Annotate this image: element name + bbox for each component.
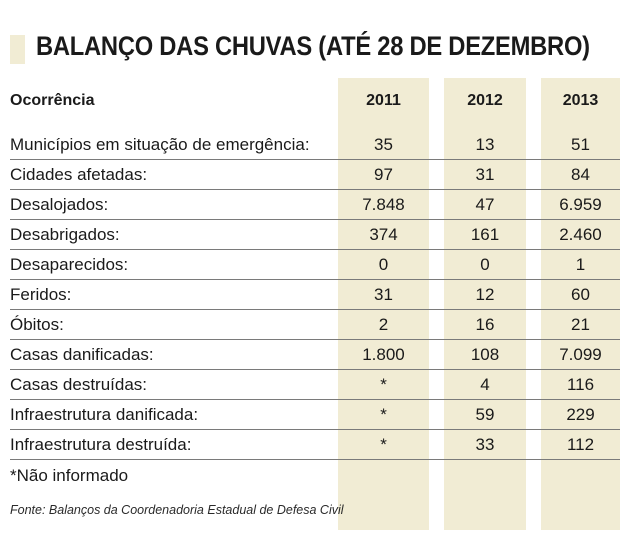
row-label: Casas danificadas: [10,345,154,364]
value-2013: 51 [571,135,590,154]
row-label: Infraestrutura destruída: [10,435,192,454]
source-credit: Fonte: Balanços da Coordenadoria Estadua… [10,503,344,517]
row-divider [10,219,620,220]
row-divider [10,369,620,370]
row-divider [10,189,620,190]
row-label: Desalojados: [10,195,109,214]
table-row: Desabrigados: 374 161 2.460 [10,221,620,251]
value-2012: 12 [475,285,495,304]
table-row: Casas destruídas: * 4 116 [10,371,620,401]
value-2011: 1.800 [362,345,405,364]
row-divider [10,459,620,460]
row-label: Desabrigados: [10,225,120,244]
value-2011: 35 [374,135,393,154]
table-row: Infraestrutura destruída: * 33 112 [10,431,620,461]
value-2013: 60 [571,285,590,304]
value-2012: 108 [470,345,500,364]
value-2012: 13 [475,135,495,154]
column-band-2011 [338,78,429,530]
table-row: Cidades afetadas: 97 31 84 [10,161,620,191]
row-divider [10,279,620,280]
value-2011: 2 [378,315,389,334]
header-year-2011: 2011 [366,92,401,109]
value-2011: 374 [369,225,398,244]
table-header: Ocorrência 2011 2012 2013 [10,92,620,112]
column-band-2012 [444,78,526,530]
table-row: Desalojados: 7.848 47 6.959 [10,191,620,221]
table-row: Casas danificadas: 1.800 108 7.099 [10,341,620,371]
page-title: BALANÇO DAS CHUVAS (ATÉ 28 DE DEZEMBRO) [36,31,590,61]
header-year-2013: 2013 [562,92,599,109]
value-2013: 2.460 [559,225,602,244]
value-2013: 84 [571,165,590,184]
value-2013: 229 [566,405,595,424]
value-2011: * [380,375,387,394]
row-divider [10,339,620,340]
row-divider [10,399,620,400]
table-body: Municípios em situação de emergência: 35 1… [10,131,620,461]
value-2012: 161 [470,225,500,244]
table-row: Municípios em situação de emergência: 35 1… [10,131,620,161]
table-row: Feridos: 31 12 60 [10,281,620,311]
row-divider [10,309,620,310]
table-row: Infraestrutura danificada: * 59 229 [10,401,620,431]
row-label: Feridos: [10,285,72,304]
value-2011: 97 [374,165,393,184]
value-2012: 16 [475,315,495,334]
value-2011: * [380,435,387,454]
row-label: Óbitos: [10,315,64,334]
value-2012: 31 [475,165,495,184]
value-2011: 0 [378,255,389,274]
row-divider [10,249,620,250]
value-2013: 116 [566,375,595,394]
value-2012: 4 [480,375,490,394]
header-ocorrencia: Ocorrência [10,92,95,109]
footnote: *Não informado [10,466,129,485]
value-2011: 31 [374,285,393,304]
value-2012: 0 [480,255,490,274]
value-2013: 7.099 [559,345,602,364]
row-label: Casas destruídas: [10,375,148,394]
title-accent-bar [10,35,25,64]
value-2012: 47 [475,195,495,214]
value-2012: 33 [475,435,495,454]
value-2013: 112 [566,435,595,454]
row-label: Municípios em situação de emergência: [10,135,310,154]
row-divider [10,159,620,160]
value-2013: 6.959 [559,195,602,214]
row-divider [10,429,620,430]
table-row: Óbitos: 2 16 21 [10,311,620,341]
row-label: Desaparecidos: [10,255,129,274]
value-2013: 1 [575,255,586,274]
value-2011: * [380,405,387,424]
value-2012: 59 [475,405,495,424]
table-row: Desaparecidos: 0 0 1 [10,251,620,281]
row-label: Infraestrutura danificada: [10,405,199,424]
value-2013: 21 [571,315,590,334]
header-year-2012: 2012 [467,92,503,109]
value-2011: 7.848 [362,195,405,214]
row-label: Cidades afetadas: [10,165,148,184]
column-band-2013 [541,78,620,530]
